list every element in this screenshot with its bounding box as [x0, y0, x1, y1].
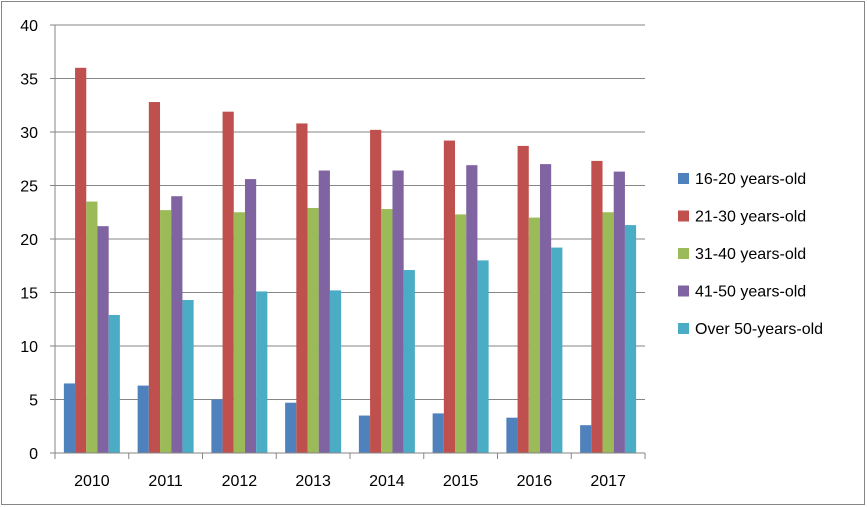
bar	[86, 201, 98, 453]
y-tick-label: 15	[20, 286, 38, 303]
bar	[63, 383, 76, 453]
bar	[466, 165, 478, 454]
bar	[432, 413, 444, 453]
bar	[358, 415, 371, 453]
bar	[443, 140, 456, 453]
y-tick-label: 40	[20, 18, 38, 35]
legend-swatch	[678, 210, 689, 222]
bar	[108, 314, 120, 453]
bar	[381, 209, 393, 453]
legend-item: 41-50 years-old	[678, 284, 806, 301]
legend-label: 41-50 years-old	[695, 284, 806, 301]
bar	[211, 399, 223, 453]
bar	[160, 210, 172, 453]
bar	[528, 217, 540, 453]
legend-swatch	[678, 248, 689, 259]
bar	[222, 111, 234, 454]
legend-label: 16-20 years-old	[695, 171, 806, 188]
bar	[539, 164, 552, 453]
bar	[580, 425, 592, 453]
x-tick-label: 2012	[222, 473, 258, 490]
bar	[602, 212, 614, 453]
bar	[97, 226, 109, 453]
bar	[517, 145, 529, 453]
legend-item: 31-40 years-old	[678, 246, 806, 263]
bar	[506, 417, 518, 453]
legend-item: 21-30 years-old	[678, 209, 806, 226]
x-axis-ticks: 2010 2011 2012 2013 2014 2015 2016 2017	[54, 453, 646, 490]
bar	[318, 170, 330, 453]
legend-swatch	[678, 285, 689, 297]
x-tick-label: 2017	[590, 473, 626, 490]
legend-label: 31-40 years-old	[695, 246, 806, 263]
legend: 16-20 years-old 21-30 years-old 31-40 year…	[678, 171, 823, 338]
y-tick-label: 5	[29, 393, 38, 410]
bar	[171, 196, 183, 453]
bar	[285, 402, 297, 453]
bar	[256, 291, 268, 453]
bar	[591, 160, 603, 453]
bar	[403, 270, 415, 453]
y-tick-label: 10	[20, 339, 38, 356]
bar	[75, 67, 87, 454]
legend-swatch	[678, 173, 689, 184]
y-tick-label: 35	[20, 72, 38, 89]
bar	[182, 299, 194, 453]
x-tick-label: 2013	[295, 473, 331, 490]
x-tick-label: 2010	[74, 473, 110, 490]
y-tick-label: 20	[20, 232, 38, 249]
bar	[455, 214, 467, 453]
bar	[244, 179, 257, 453]
bar	[613, 171, 625, 453]
legend-label: 21-30 years-old	[695, 209, 806, 226]
legend-swatch	[678, 323, 689, 334]
y-axis-ticks: 0 5 10 15 20 25 30 35 40	[20, 18, 55, 463]
bar	[329, 290, 342, 453]
x-tick-label: 2015	[443, 473, 479, 490]
x-tick-label: 2016	[517, 473, 553, 490]
bar	[370, 129, 382, 454]
legend-label: Over 50-years-old	[695, 321, 823, 338]
y-tick-label: 25	[20, 179, 38, 196]
x-tick-label: 2011	[148, 473, 183, 490]
bar	[307, 207, 319, 453]
y-tick-label: 0	[29, 446, 38, 463]
legend-item: Over 50-years-old	[678, 321, 823, 338]
x-tick-label: 2014	[369, 473, 405, 490]
bar	[233, 212, 245, 453]
bar	[148, 102, 161, 453]
bars	[63, 67, 637, 454]
bar	[392, 170, 404, 453]
bar	[551, 247, 563, 453]
bar	[477, 260, 489, 453]
legend-item: 16-20 years-old	[678, 171, 806, 188]
bar	[296, 123, 308, 453]
bar	[137, 385, 149, 453]
y-tick-label: 30	[20, 125, 38, 142]
bar	[624, 225, 637, 453]
